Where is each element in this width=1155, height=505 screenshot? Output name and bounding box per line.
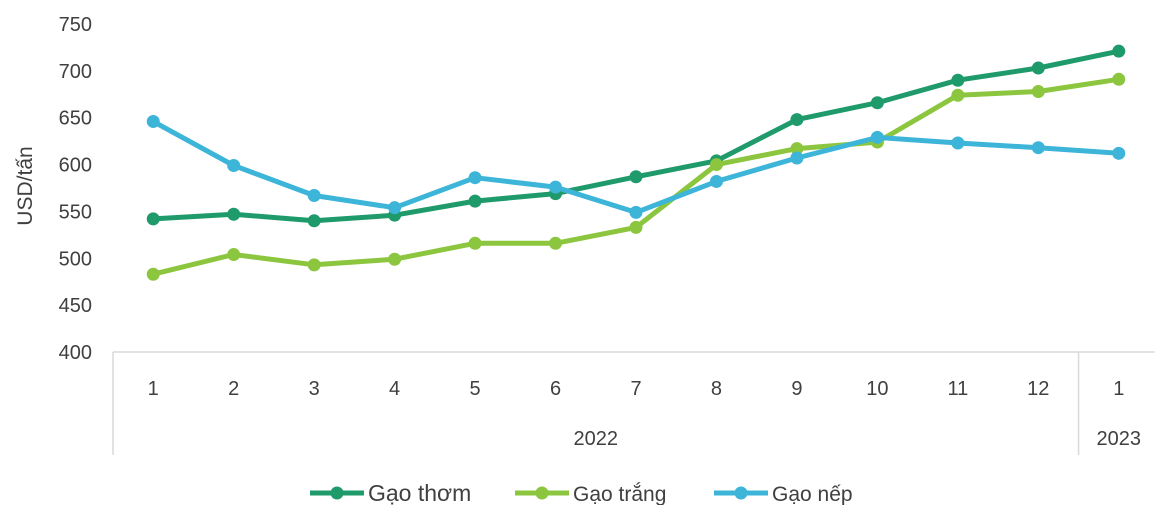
data-point bbox=[146, 114, 160, 128]
data-point bbox=[1112, 146, 1126, 160]
data-point bbox=[307, 214, 321, 228]
data-point bbox=[790, 113, 804, 127]
chart-legend: Gạo thơm Gạo trắng Gạo nếp bbox=[310, 480, 853, 505]
y-tick-label: 650 bbox=[59, 108, 92, 130]
legend-item: Gạo trắng bbox=[515, 483, 666, 505]
x-group-label: 2023 bbox=[1097, 428, 1142, 450]
x-tick-label: 10 bbox=[866, 378, 888, 400]
data-point bbox=[709, 158, 723, 172]
data-point bbox=[951, 136, 965, 150]
data-point bbox=[1112, 44, 1126, 58]
x-tick-label: 12 bbox=[1027, 378, 1049, 400]
legend-item: Gạo thơm bbox=[310, 480, 471, 505]
series-group bbox=[146, 114, 1126, 219]
y-tick-label: 600 bbox=[59, 155, 92, 177]
data-point bbox=[951, 73, 965, 87]
legend-item: Gạo nếp bbox=[714, 483, 853, 505]
legend-label: Gạo thơm bbox=[368, 480, 471, 505]
x-tick-label: 1 bbox=[148, 378, 159, 400]
data-point bbox=[146, 212, 160, 226]
data-point bbox=[549, 236, 563, 250]
data-point bbox=[1031, 84, 1045, 98]
y-tick-label: 450 bbox=[59, 295, 92, 317]
data-point bbox=[468, 194, 482, 208]
legend-label: Gạo trắng bbox=[573, 483, 666, 505]
data-point bbox=[1031, 61, 1045, 75]
y-tick-label: 400 bbox=[59, 342, 92, 364]
series-line bbox=[150, 119, 1122, 215]
x-tick-label: 4 bbox=[389, 378, 400, 400]
y-axis-title: USD/tấn bbox=[14, 146, 37, 225]
y-tick-label: 500 bbox=[59, 248, 92, 270]
data-point bbox=[870, 96, 884, 110]
legend-swatch-marker bbox=[535, 486, 549, 500]
data-point bbox=[951, 88, 965, 102]
data-point bbox=[227, 159, 241, 173]
data-point bbox=[790, 151, 804, 165]
x-tick-label: 1 bbox=[1113, 378, 1124, 400]
legend-label: Gạo nếp bbox=[772, 483, 853, 505]
x-tick-label: 2 bbox=[228, 378, 239, 400]
x-tick-label: 9 bbox=[791, 378, 802, 400]
data-point bbox=[1112, 72, 1126, 86]
data-point bbox=[629, 220, 643, 234]
y-tick-label: 550 bbox=[59, 201, 92, 223]
series-group bbox=[146, 72, 1126, 281]
data-point bbox=[1031, 141, 1045, 155]
data-point bbox=[307, 188, 321, 202]
data-point bbox=[709, 174, 723, 188]
x-tick-label: 6 bbox=[550, 378, 561, 400]
x-tick-label: 7 bbox=[630, 378, 641, 400]
legend-swatch-marker bbox=[734, 486, 748, 500]
data-point bbox=[388, 252, 402, 266]
x-tick-label: 8 bbox=[711, 378, 722, 400]
series-group bbox=[146, 44, 1126, 228]
legend-swatch-marker bbox=[330, 486, 344, 500]
data-point bbox=[870, 130, 884, 144]
data-point bbox=[227, 248, 241, 262]
chart-series-area bbox=[146, 44, 1126, 281]
x-tick-label: 5 bbox=[470, 378, 481, 400]
x-group-label: 2022 bbox=[574, 428, 619, 450]
data-point bbox=[227, 207, 241, 221]
data-point bbox=[388, 201, 402, 215]
data-point bbox=[146, 267, 160, 281]
series-line bbox=[150, 48, 1122, 224]
y-tick-label: 700 bbox=[59, 61, 92, 83]
y-tick-label: 750 bbox=[59, 14, 92, 36]
data-point bbox=[629, 170, 643, 184]
x-tick-label: 3 bbox=[309, 378, 320, 400]
data-point bbox=[468, 236, 482, 250]
x-tick-label: 11 bbox=[947, 378, 968, 400]
data-point bbox=[549, 180, 563, 194]
data-point bbox=[468, 171, 482, 185]
data-point bbox=[307, 258, 321, 272]
data-point bbox=[790, 142, 804, 156]
data-point bbox=[629, 205, 643, 219]
